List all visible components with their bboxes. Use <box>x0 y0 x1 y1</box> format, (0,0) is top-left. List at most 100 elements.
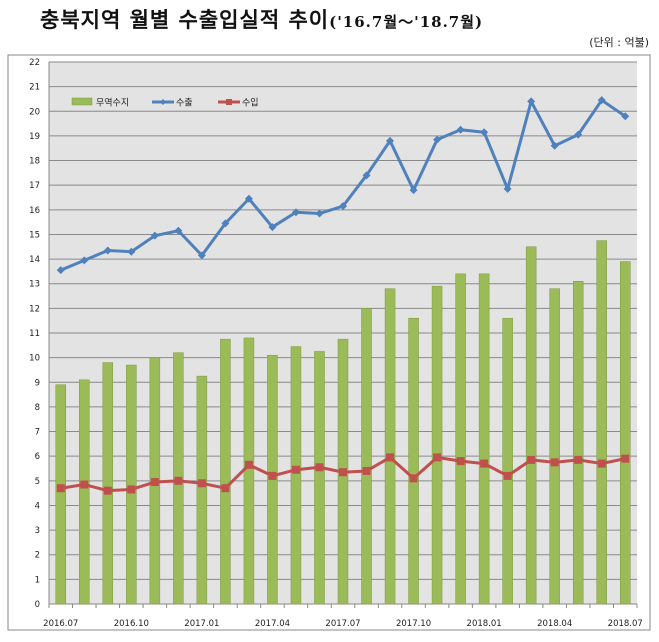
point-수출 <box>480 128 489 137</box>
x-tick-label: 2016.07 <box>43 619 78 629</box>
bar-2016.07 <box>55 384 67 605</box>
point-수출 <box>221 219 230 228</box>
bar-2016.09 <box>102 362 114 605</box>
point-수입 <box>150 478 159 487</box>
point-수출 <box>409 186 418 195</box>
point-수입 <box>103 486 112 495</box>
y-tick-label: 11 <box>29 329 40 339</box>
bar-2017.12 <box>455 273 466 605</box>
point-수입 <box>268 471 277 480</box>
point-수입 <box>56 484 65 493</box>
point-수출 <box>56 266 65 275</box>
point-수출 <box>174 226 183 235</box>
legend-label: 수입 <box>242 97 259 109</box>
y-tick-label: 19 <box>29 132 40 142</box>
bar-2016.10 <box>126 364 137 605</box>
bar-2018.03 <box>525 246 537 605</box>
point-수출 <box>315 209 324 218</box>
bar-2017.09 <box>384 288 396 605</box>
point-수출 <box>597 96 606 105</box>
point-수입 <box>197 479 206 488</box>
x-tick-label: 2018.04 <box>537 619 572 629</box>
bar-2018.05 <box>572 281 584 605</box>
x-tick-label: 2017.10 <box>396 619 431 629</box>
bar-2017.06 <box>314 351 325 605</box>
legend-label: 수출 <box>176 98 193 109</box>
y-tick-label: 18 <box>29 157 40 167</box>
y-tick-label: 10 <box>29 354 40 364</box>
point-수입 <box>80 480 89 489</box>
point-수입 <box>480 459 489 468</box>
y-tick-label: 5 <box>35 477 40 487</box>
point-수입 <box>503 471 512 480</box>
point-수출 <box>291 208 300 217</box>
point-수입 <box>456 457 465 466</box>
bar-2017.01 <box>196 375 208 605</box>
title-period: ('16.7월～'18.7월) <box>329 13 484 31</box>
x-tick-label: 2018.01 <box>467 619 502 629</box>
point-수입 <box>433 453 442 462</box>
bar-2018.04 <box>549 288 560 605</box>
y-tick-label: 0 <box>35 600 40 610</box>
point-수출 <box>150 231 159 240</box>
chart-title: 충북지역 월별 수출입실적 추이('16.7월～'18.7월) <box>40 4 483 34</box>
point-수입 <box>339 468 347 477</box>
legend-swatch <box>71 97 93 106</box>
y-tick-label: 7 <box>35 428 40 438</box>
point-수입 <box>362 466 371 475</box>
bar-2018.01 <box>478 273 490 605</box>
y-tick-label: 22 <box>29 58 40 68</box>
y-tick-label: 3 <box>35 526 40 536</box>
x-tick-label: 2018.07 <box>608 619 643 629</box>
point-수입 <box>315 463 324 472</box>
point-수입 <box>127 485 136 494</box>
bar-2016.08 <box>79 379 90 605</box>
bar-2018.06 <box>596 240 607 605</box>
y-tick-label: 6 <box>35 452 40 462</box>
y-tick-label: 9 <box>35 378 40 388</box>
y-tick-label: 20 <box>29 107 40 117</box>
point-수출 <box>433 135 442 144</box>
point-수출 <box>127 247 136 256</box>
bar-2018.02 <box>502 317 513 605</box>
y-tick-label: 17 <box>29 181 40 191</box>
y-tick-label: 16 <box>29 206 40 216</box>
point-수출 <box>386 136 395 145</box>
unit-label: (단위 : 억불) <box>589 36 649 49</box>
point-수입 <box>409 474 418 483</box>
y-tick-label: 21 <box>29 83 40 93</box>
bar-2017.11 <box>431 285 443 605</box>
point-수출 <box>103 246 112 255</box>
y-tick-label: 15 <box>29 230 40 240</box>
point-수입 <box>221 484 230 493</box>
point-수입 <box>244 460 253 469</box>
legend-marker <box>160 99 166 105</box>
bar-2017.10 <box>408 317 419 605</box>
legend-label: 무역수지 <box>96 98 129 109</box>
point-수출 <box>244 194 253 203</box>
x-tick-label: 2017.07 <box>325 619 360 629</box>
point-수입 <box>550 458 559 467</box>
title-text: 충북지역 월별 수출입실적 추이 <box>40 7 330 32</box>
point-수출 <box>456 125 465 134</box>
legend-marker <box>226 99 232 105</box>
point-수출 <box>574 130 583 139</box>
bar-2017.02 <box>220 338 231 605</box>
point-수출 <box>503 184 512 193</box>
bar-2017.05 <box>290 346 302 605</box>
point-수입 <box>621 454 630 463</box>
point-수출 <box>527 97 536 106</box>
y-tick-label: 8 <box>35 403 40 413</box>
point-수입 <box>597 459 606 468</box>
y-tick-label: 14 <box>29 255 40 265</box>
point-수출 <box>80 256 89 265</box>
point-수출 <box>268 223 277 232</box>
x-tick-label: 2016.10 <box>114 619 149 629</box>
x-tick-label: 2017.04 <box>255 619 290 629</box>
point-수입 <box>174 476 183 485</box>
y-tick-label: 13 <box>29 280 40 290</box>
bar-2018.07 <box>619 261 631 605</box>
point-수출 <box>550 141 559 150</box>
point-수입 <box>574 455 583 464</box>
point-수입 <box>527 455 536 464</box>
